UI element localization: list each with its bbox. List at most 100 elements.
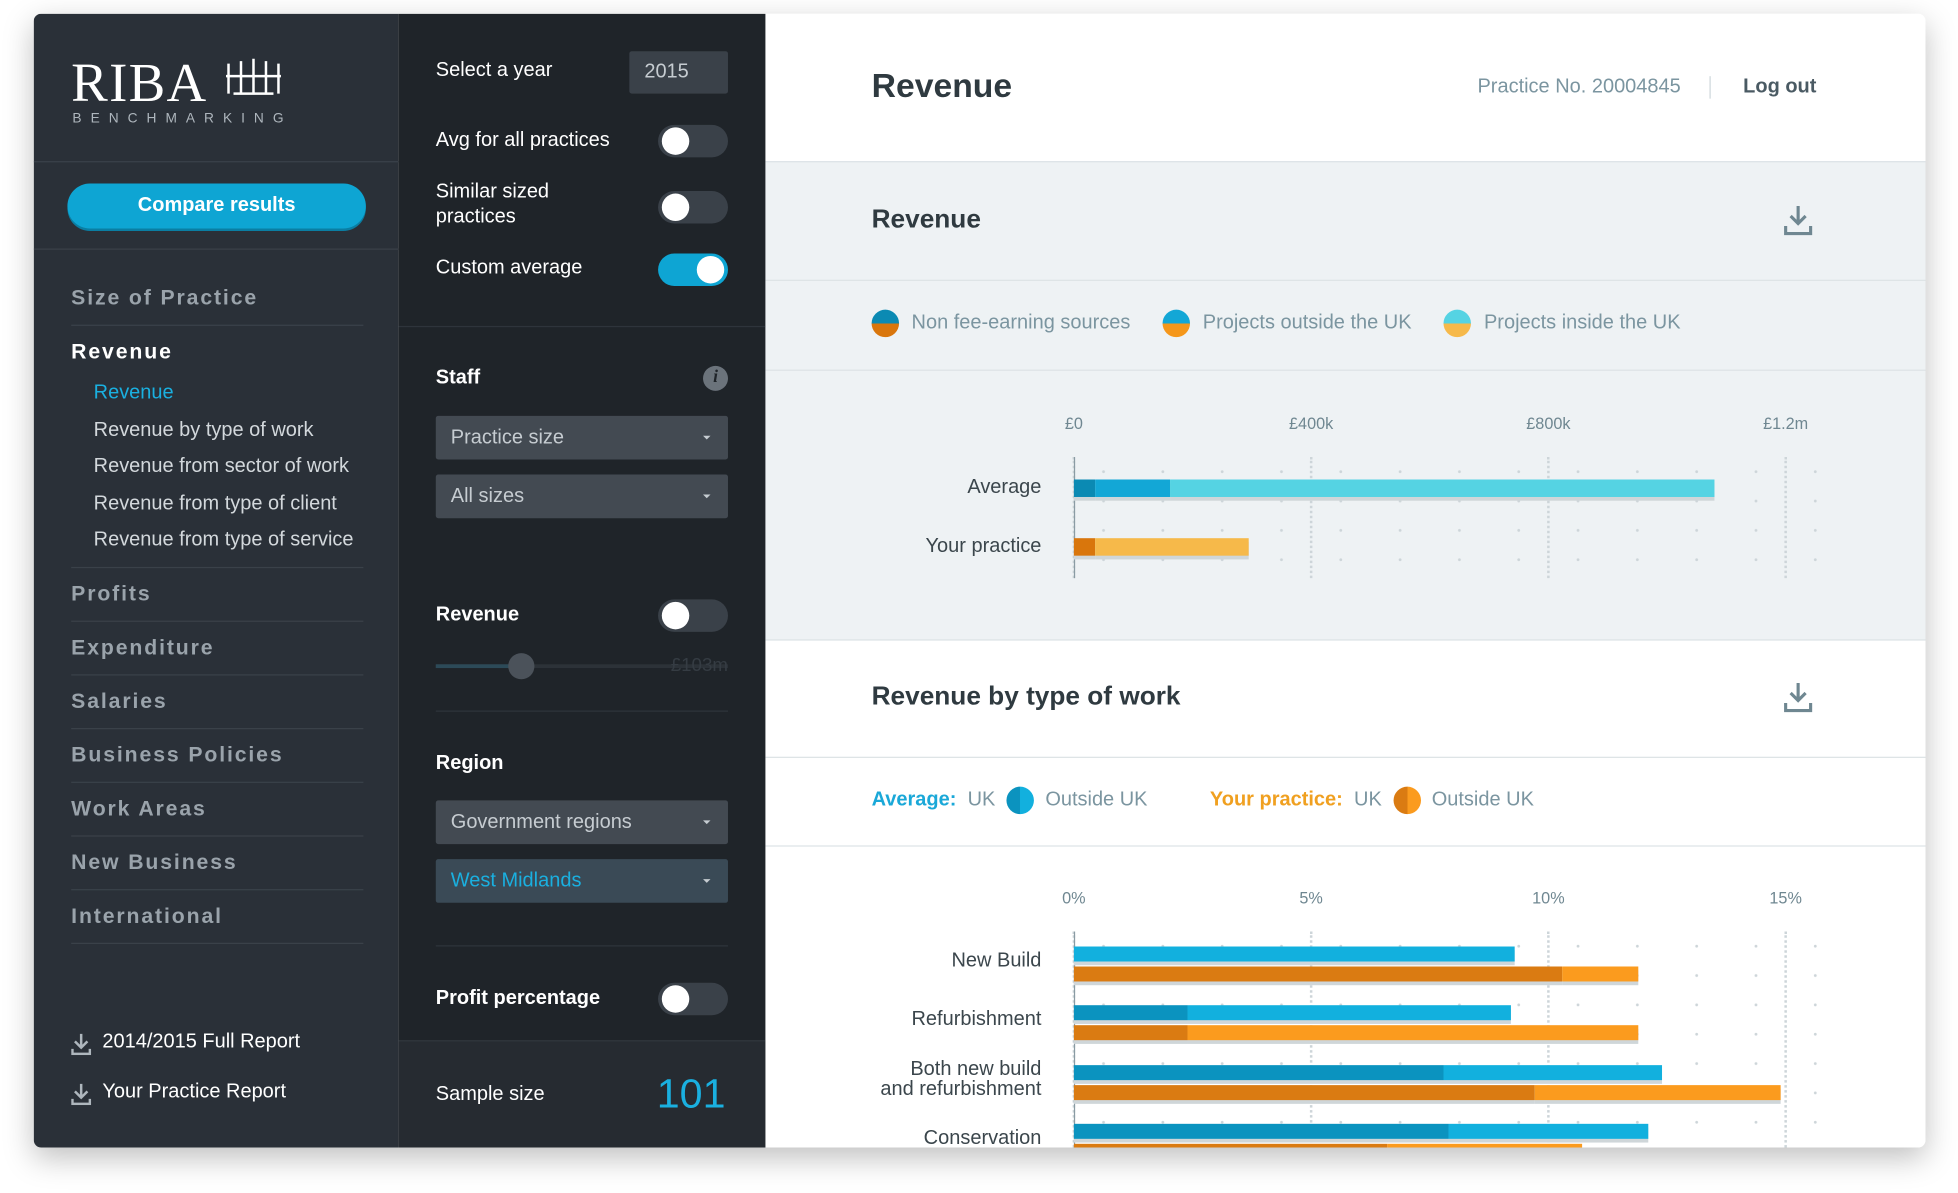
- x-tick-label: 0%: [1062, 888, 1086, 908]
- category-label: Refurbishment: [911, 1009, 1042, 1031]
- subnav-item[interactable]: Revenue from type of client: [93, 492, 337, 515]
- subnav-item[interactable]: Revenue by type of work: [93, 419, 314, 441]
- dropdown-value: Practice size: [450, 427, 565, 449]
- legend: Non fee-earning sources Projects outside …: [871, 309, 1681, 338]
- x-tick-label: 15%: [1769, 888, 1802, 908]
- grid-line: [1309, 457, 1313, 579]
- divider: [765, 845, 1926, 847]
- divider: [435, 945, 728, 947]
- toggle[interactable]: [658, 599, 728, 632]
- dropdown[interactable]: West Midlands: [435, 859, 728, 903]
- nav-item[interactable]: International: [71, 904, 223, 929]
- year-label: Select a year: [435, 59, 553, 82]
- grid-line: [1072, 931, 1076, 1148]
- x-tick-label: £0: [1064, 413, 1083, 433]
- x-tick-label: £800k: [1526, 413, 1571, 433]
- bar-segment: [1073, 1005, 1188, 1021]
- legend-group: Your practice: UK Outside UK: [1210, 786, 1534, 815]
- slider-knob[interactable]: [508, 653, 535, 680]
- toggle-knob: [661, 985, 690, 1013]
- bar-segment: [1187, 1005, 1511, 1021]
- nav-item[interactable]: Profits: [71, 582, 152, 607]
- divider: [71, 621, 364, 623]
- toggle[interactable]: [658, 191, 728, 224]
- legend-icon: [1393, 786, 1421, 815]
- bar-segment: [1073, 1084, 1535, 1100]
- grid-line: [1784, 931, 1787, 1148]
- nav-item[interactable]: Size of Practice: [71, 285, 259, 310]
- grid-line: [1072, 457, 1076, 579]
- legend-icon: [1162, 309, 1191, 338]
- bar-segment: [1073, 1143, 1388, 1148]
- bar-segment: [1073, 1064, 1444, 1080]
- category-label: Both new build and refurbishment: [880, 1058, 1042, 1100]
- logout-link[interactable]: Log out: [1743, 76, 1817, 98]
- toggle-knob: [661, 193, 690, 222]
- nav-item[interactable]: Business Policies: [71, 743, 284, 768]
- nav-item[interactable]: Salaries: [71, 689, 168, 714]
- sample-value: 101: [656, 1070, 726, 1117]
- subnav-item[interactable]: Revenue: [93, 382, 174, 404]
- divider: [71, 943, 364, 945]
- toggle[interactable]: [658, 253, 728, 286]
- bar-segment: [1443, 1064, 1663, 1080]
- legend-label: Outside UK: [1045, 789, 1148, 811]
- year-select[interactable]: 2015: [629, 51, 728, 94]
- download-link[interactable]: Your Practice Report: [102, 1081, 287, 1103]
- sidebar: RIBA BENCHMARKING Compare results 2014/2…: [33, 13, 399, 1148]
- info-icon[interactable]: i: [703, 365, 728, 391]
- bar-segment: [1073, 538, 1096, 556]
- logo: RIBA: [71, 52, 208, 114]
- category-label: Conservation: [923, 1127, 1042, 1148]
- toggle[interactable]: [658, 982, 728, 1016]
- toggle-label: Custom average: [435, 257, 583, 279]
- x-tick-label: £1.2m: [1763, 413, 1809, 433]
- bar-segment: [1073, 479, 1096, 497]
- bar-segment: [1073, 1025, 1188, 1041]
- slider-track: [435, 664, 728, 669]
- download-icon[interactable]: [1783, 681, 1813, 713]
- legend-item: Non fee-earning sources: [871, 309, 1130, 338]
- download-link[interactable]: 2014/2015 Full Report: [102, 1031, 301, 1053]
- separator: [1709, 76, 1711, 99]
- compare-button[interactable]: Compare results: [67, 183, 366, 229]
- dropdown-value: All sizes: [450, 485, 525, 507]
- nav-item[interactable]: New Business: [71, 850, 238, 875]
- dropdown[interactable]: All sizes: [435, 474, 728, 519]
- nav-item[interactable]: Revenue: [71, 339, 173, 364]
- sample-label: Sample size: [435, 1083, 545, 1106]
- download-icon: [71, 1033, 92, 1056]
- slider-label: £103m: [670, 654, 728, 677]
- section-title: Revenue: [435, 604, 520, 626]
- dropdown[interactable]: Government regions: [435, 800, 728, 845]
- section-title: Profit percentage: [435, 987, 601, 1009]
- nav-item[interactable]: Work Areas: [71, 797, 207, 821]
- divider: [398, 325, 766, 328]
- subnav-item[interactable]: Revenue from type of service: [93, 529, 354, 552]
- bar-segment: [1095, 538, 1249, 556]
- toggle-knob: [661, 601, 690, 630]
- legend-item: Projects inside the UK: [1444, 309, 1681, 338]
- nav-item[interactable]: Expenditure: [71, 636, 215, 660]
- bar-segment: [1448, 1123, 1649, 1139]
- legend-label: Projects outside the UK: [1202, 312, 1412, 334]
- legend-icon: [1006, 786, 1035, 815]
- divider: [71, 324, 364, 326]
- main-content: Revenue Practice No. 20004845 Log out Re…: [765, 13, 1926, 1148]
- year-value: 2015: [644, 61, 689, 83]
- divider: [71, 674, 364, 677]
- category-label: New Build: [951, 950, 1042, 972]
- toggle-knob: [661, 127, 690, 155]
- download-icon[interactable]: [1783, 204, 1813, 236]
- practice-number: Practice No. 20004845: [1477, 76, 1681, 98]
- toggle-label: Avg for all practices: [435, 129, 610, 152]
- toggle[interactable]: [658, 124, 728, 158]
- logo-subtitle: BENCHMARKING: [72, 111, 293, 127]
- bar-segment: [1534, 1084, 1781, 1100]
- bar-segment: [1073, 946, 1516, 962]
- dropdown-value: West Midlands: [450, 870, 582, 892]
- dropdown[interactable]: Practice size: [435, 415, 728, 460]
- bar-segment: [1169, 479, 1715, 497]
- bar-segment: [1387, 1143, 1582, 1148]
- subnav-item[interactable]: Revenue from sector of work: [93, 456, 350, 478]
